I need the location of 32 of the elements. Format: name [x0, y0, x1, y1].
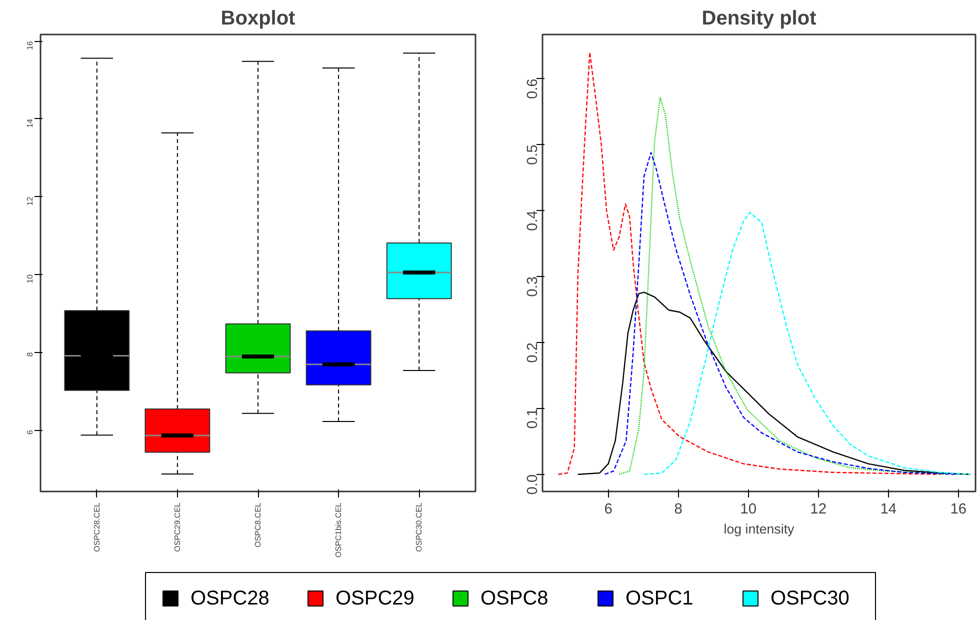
x-tick-label: OSPC30.CEL	[414, 502, 424, 552]
y-tick-label: 12	[26, 196, 34, 206]
y-tick-label: 0.0	[525, 474, 541, 495]
x-tick-label: 12	[810, 502, 826, 518]
x-tick-label: 14	[880, 502, 896, 518]
y-tick-label: 14	[26, 118, 34, 128]
legend-label: OSPC29	[336, 588, 414, 610]
x-tick-label: OSPC8.CEL	[254, 502, 262, 548]
x-tick-label: OSPC28.CEL	[92, 502, 102, 552]
x-tick-label: 10	[740, 502, 756, 518]
x-tick-label: 16	[950, 502, 967, 518]
legend-label: OSPC8	[480, 588, 548, 610]
y-tick-label: 6	[26, 429, 34, 434]
x-tick-label: 8	[674, 502, 682, 518]
x-tick-label: OSPC1bis.CEL	[334, 502, 344, 558]
y-tick-label: 10	[26, 274, 34, 284]
y-tick-label: 0.5	[525, 144, 541, 166]
y-tick-label: 16	[26, 40, 34, 50]
y-tick-label: 0.2	[525, 342, 541, 363]
x-tick-label: OSPC29.CEL	[172, 502, 182, 552]
y-tick-label: 0.4	[525, 210, 541, 231]
y-tick-label: 8	[26, 352, 34, 357]
y-tick-label: 0.3	[525, 276, 541, 297]
legend-label: OSPC28	[190, 588, 270, 610]
legend-label: OSPC30	[770, 588, 850, 610]
chart-title: Boxplot	[220, 8, 296, 30]
x-tick-label: 6	[604, 502, 612, 518]
legend-label: OSPC1	[626, 588, 694, 610]
y-tick-label: 0.6	[525, 78, 541, 100]
chart-title: Density plot	[702, 8, 817, 30]
x-axis-title: log intensity	[724, 522, 795, 536]
y-tick-label: 0.1	[525, 408, 541, 429]
